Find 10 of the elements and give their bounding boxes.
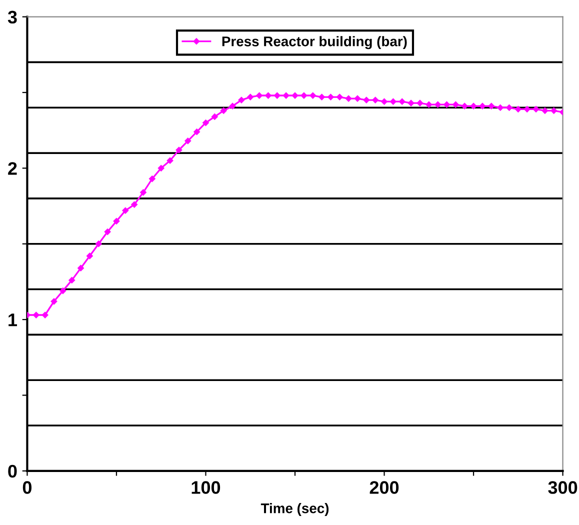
x-tick-label: 300: [548, 481, 578, 494]
x-tick-label: 100: [192, 481, 220, 494]
y-tick-label: 3: [8, 10, 17, 24]
y-tick-label: 1: [8, 314, 17, 326]
y-tick-label: 2: [8, 162, 17, 175]
legend-label: Press Reactor building (bar): [222, 36, 407, 50]
x-tick-label: 200: [370, 481, 399, 494]
x-tick-label: 0: [22, 481, 32, 494]
x-axis-title: Time (sec): [260, 503, 329, 516]
y-tick-label: 0: [8, 464, 17, 478]
